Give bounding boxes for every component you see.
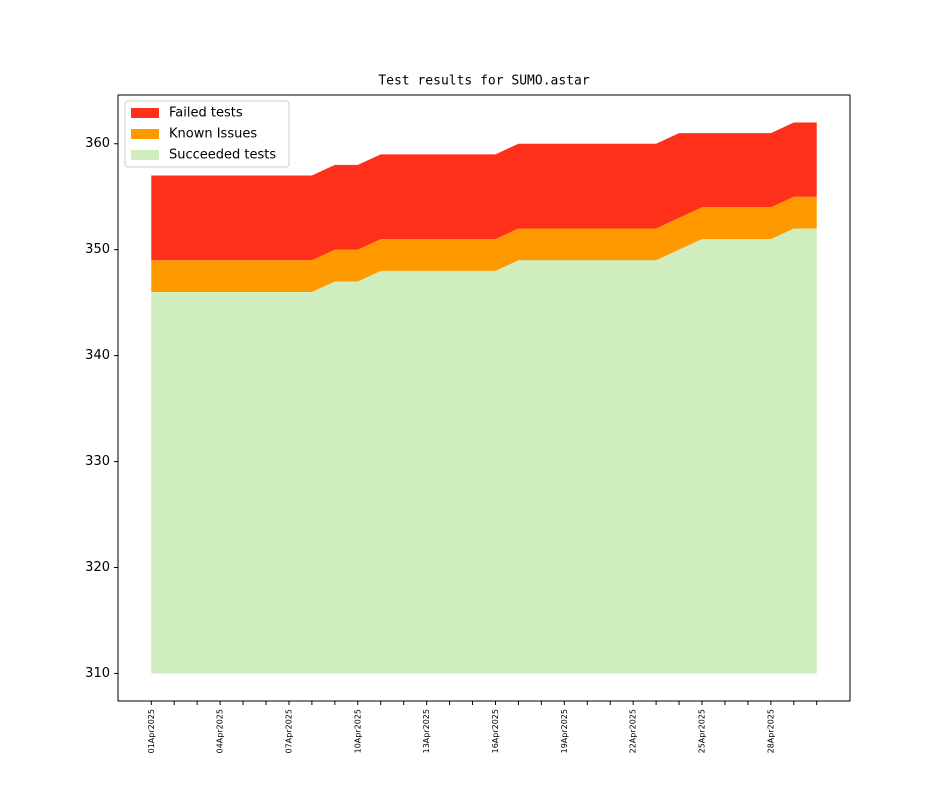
x-tick-label: 22Apr2025 [629, 709, 638, 753]
plot-frame [117, 94, 851, 702]
x-tick-label: 01Apr2025 [147, 709, 156, 753]
x-tick-label: 16Apr2025 [491, 709, 500, 753]
legend-label: Known Issues [169, 127, 257, 142]
y-tick-label: 310 [85, 666, 110, 681]
y-tick-label: 320 [85, 560, 110, 575]
x-tick-label: 04Apr2025 [216, 709, 225, 753]
y-tick-label: 360 [85, 136, 110, 151]
legend-swatch [131, 108, 159, 118]
legend-swatch [131, 129, 159, 139]
area [151, 196, 817, 293]
legend-label: Failed tests [169, 106, 243, 121]
area [151, 228, 817, 674]
legend: Failed tests Known Issues Succeeded tests [124, 100, 290, 168]
legend-label: Succeeded tests [169, 148, 276, 163]
y-tick-label: 340 [85, 348, 110, 363]
x-tick-label: 28Apr2025 [766, 709, 775, 753]
x-tick-label: 13Apr2025 [422, 709, 431, 753]
x-tick-label: 19Apr2025 [560, 709, 569, 753]
legend-swatch [131, 150, 159, 160]
x-tick-label: 10Apr2025 [353, 709, 362, 753]
legend-frame [124, 100, 290, 168]
area [151, 122, 817, 261]
x-tick-label: 07Apr2025 [284, 709, 293, 753]
y-tick-label: 330 [85, 454, 110, 469]
chart-title: Test results for SUMO.astar [378, 74, 589, 89]
x-tick-label: 25Apr2025 [697, 709, 706, 753]
y-tick-label: 350 [85, 242, 110, 257]
